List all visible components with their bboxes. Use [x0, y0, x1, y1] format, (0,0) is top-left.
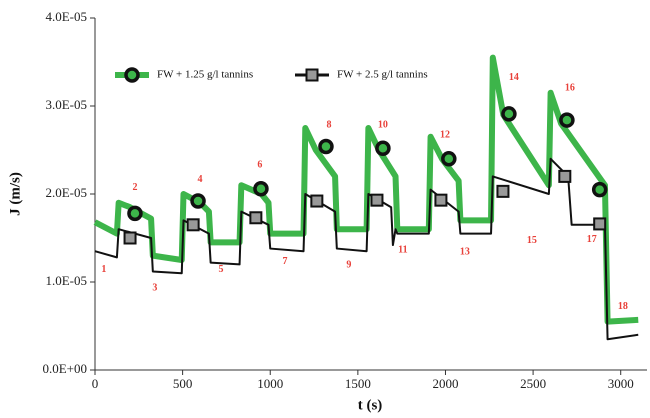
annotation: 15	[527, 235, 537, 246]
data-point	[310, 194, 324, 208]
annotation: 5	[218, 264, 223, 275]
data-point	[496, 184, 510, 198]
data-point	[186, 218, 200, 232]
data-point	[593, 217, 607, 231]
annotation: 1	[101, 264, 106, 275]
y-tick-label: 2.0E-05	[45, 185, 87, 200]
y-axis-label: J (m/s)	[7, 172, 23, 216]
x-tick-label: 0	[92, 376, 99, 391]
series-line	[93, 54, 639, 325]
legend-marker	[124, 67, 140, 83]
annotation: 18	[618, 301, 628, 312]
data-point	[370, 193, 384, 207]
annotation: 12	[440, 129, 450, 140]
annotation: 2	[132, 182, 137, 193]
y-tick-label: 0.0E+00	[42, 361, 87, 376]
annotation: 6	[257, 159, 262, 170]
annotation: 14	[509, 72, 519, 83]
data-point	[123, 231, 137, 245]
data-point	[558, 169, 572, 183]
data-point	[190, 193, 206, 209]
x-tick-label: 3000	[608, 376, 634, 391]
x-tick-label: 1000	[257, 376, 283, 391]
annotation: 7	[282, 256, 287, 267]
series-line	[94, 157, 639, 341]
y-tick-label: 1.0E-05	[45, 273, 87, 288]
annotation: 11	[398, 245, 407, 256]
legend-marker	[305, 68, 319, 82]
x-axis-label: t (s)	[358, 397, 383, 413]
data-point	[127, 205, 143, 222]
legend-label: FW + 1.25 g/l tannins	[157, 69, 253, 81]
data-point	[441, 151, 457, 167]
annotation: 17	[587, 234, 597, 245]
data-point	[253, 180, 269, 197]
data-point	[501, 106, 517, 122]
annotation: 16	[565, 83, 575, 94]
x-tick-label: 1500	[345, 376, 371, 391]
legend-label: FW + 2.5 g/l tannins	[337, 69, 428, 81]
annotation: 9	[346, 260, 351, 271]
data-point	[559, 112, 575, 128]
y-tick-label: 4.0E-05	[45, 9, 87, 24]
x-tick-label: 2000	[432, 376, 458, 391]
annotation: 3	[152, 282, 157, 293]
x-tick-label: 2500	[520, 376, 546, 391]
y-tick-label: 3.0E-05	[45, 97, 87, 112]
annotation: 4	[197, 174, 202, 185]
data-point	[249, 211, 263, 225]
x-tick-label: 500	[173, 376, 193, 391]
annotation: 10	[378, 120, 388, 131]
annotation: 8	[326, 120, 331, 131]
data-point	[318, 138, 334, 155]
data-point	[591, 181, 608, 198]
data-point	[375, 140, 391, 156]
data-point	[434, 193, 448, 207]
annotation: 13	[460, 246, 470, 257]
